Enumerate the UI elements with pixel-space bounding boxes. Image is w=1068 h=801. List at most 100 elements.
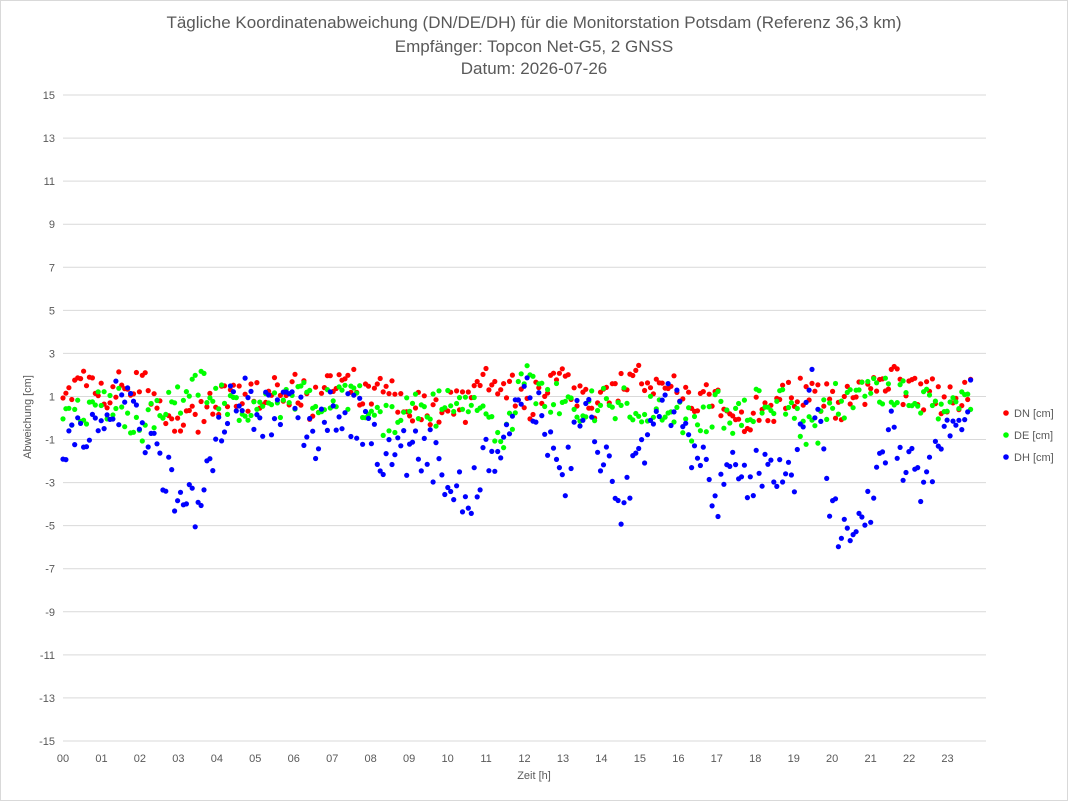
x-tick-label: 12	[518, 753, 530, 765]
data-point	[145, 388, 151, 394]
data-point	[868, 386, 874, 392]
data-point	[621, 385, 627, 391]
data-point	[815, 406, 821, 412]
x-tick-label: 07	[326, 753, 338, 765]
data-point	[709, 424, 715, 430]
data-point	[133, 414, 139, 420]
data-point	[697, 462, 704, 469]
data-point	[468, 510, 474, 516]
data-point	[86, 437, 92, 443]
data-point	[559, 366, 565, 372]
data-point	[101, 389, 107, 395]
data-point	[924, 379, 930, 385]
y-tick-label: -9	[45, 607, 55, 619]
data-point	[639, 381, 645, 387]
data-point	[639, 419, 645, 425]
data-point	[465, 409, 471, 415]
data-point	[201, 487, 207, 493]
data-point	[409, 400, 416, 406]
data-point	[183, 389, 189, 395]
data-point	[718, 471, 724, 477]
data-point	[415, 416, 421, 422]
data-point	[409, 439, 416, 445]
data-point	[69, 396, 75, 403]
data-point	[932, 398, 939, 404]
data-point	[483, 436, 489, 442]
data-point	[201, 370, 207, 376]
data-point	[835, 411, 842, 417]
data-point	[236, 417, 242, 423]
data-point	[824, 475, 830, 481]
data-point	[116, 385, 122, 391]
data-point	[691, 443, 698, 449]
data-point	[803, 441, 809, 447]
data-point	[242, 375, 248, 381]
y-tick-label: -13	[39, 693, 55, 705]
data-point	[683, 416, 689, 422]
data-point	[407, 408, 413, 414]
data-point	[574, 403, 580, 409]
data-point	[354, 435, 360, 441]
series-2	[60, 366, 974, 550]
data-point	[107, 400, 113, 406]
data-point	[738, 474, 745, 480]
data-point	[938, 401, 944, 407]
data-point	[542, 431, 548, 437]
y-tick-label: 1	[49, 391, 55, 403]
data-point	[865, 378, 871, 385]
data-point	[92, 402, 98, 408]
data-point	[865, 488, 871, 494]
data-point	[539, 413, 545, 419]
data-point	[694, 422, 701, 428]
y-tick-label: -5	[45, 521, 55, 533]
data-point	[583, 414, 589, 420]
data-point	[163, 411, 169, 417]
title-line-1: Tägliche Koordinatenabweichung (DN/DE/DH…	[166, 13, 901, 32]
data-point	[803, 399, 809, 405]
x-tick-label: 03	[172, 753, 184, 765]
data-point	[412, 405, 419, 411]
data-point	[104, 405, 110, 411]
data-point	[412, 428, 419, 434]
data-point	[192, 411, 198, 417]
data-point	[953, 399, 959, 405]
data-point	[374, 404, 380, 410]
data-point	[815, 440, 821, 446]
data-point	[83, 444, 90, 450]
data-point	[75, 397, 81, 403]
data-point	[962, 379, 968, 385]
data-point	[427, 427, 433, 433]
data-point	[733, 405, 739, 411]
data-point	[662, 414, 668, 420]
data-point	[433, 440, 439, 446]
data-point	[498, 387, 504, 393]
x-tick-label: 06	[288, 753, 300, 765]
data-point	[313, 384, 319, 390]
data-point	[351, 366, 357, 372]
data-point	[841, 415, 847, 421]
data-point	[762, 451, 768, 457]
data-point	[136, 389, 142, 395]
data-point	[318, 406, 325, 412]
data-point	[107, 392, 113, 399]
data-point	[965, 396, 971, 403]
x-tick-label: 08	[365, 753, 377, 765]
data-point	[448, 403, 454, 409]
data-point	[730, 413, 736, 419]
data-point	[289, 389, 295, 395]
data-point	[75, 415, 81, 421]
data-point	[642, 387, 648, 394]
data-point	[298, 402, 304, 408]
data-point	[756, 417, 762, 423]
data-point	[918, 381, 924, 387]
data-point	[486, 387, 492, 393]
data-point	[553, 456, 560, 462]
data-point	[307, 387, 313, 393]
data-point	[401, 428, 407, 434]
data-point	[900, 401, 906, 408]
data-point	[929, 376, 936, 382]
data-point	[98, 402, 104, 409]
data-point	[145, 444, 151, 450]
data-point	[915, 465, 921, 471]
data-point	[295, 415, 301, 421]
